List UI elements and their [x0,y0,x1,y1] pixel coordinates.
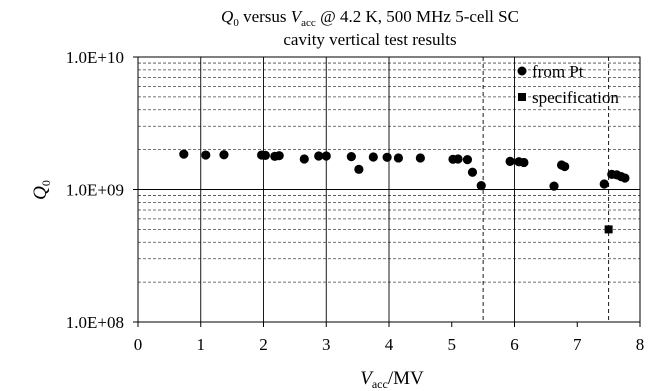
data-point-from-pt [476,181,486,191]
data-point-from-pt [393,153,404,163]
data-point-from-pt [346,152,356,162]
x-tick-label: 0 [134,335,143,354]
y-tick-label: 1.0E+10 [66,48,124,67]
chart-title-line1: Q0 versus Vacc @ 4.2 K, 500 MHz 5-cell S… [221,7,519,29]
data-point-from-pt [620,173,630,183]
legend-label-specification: specification [532,88,619,107]
xlabel-symbol: V [360,368,374,389]
x-tick-label: 1 [197,335,206,354]
data-point-from-pt [453,154,463,164]
data-point-specification [604,225,613,234]
data-point-from-pt [519,157,529,168]
data-point-from-pt [274,151,284,161]
x-axis-ticks: 0 1 2 3 4 5 6 7 8 [134,322,645,354]
data-points [179,149,630,234]
y-tick-label: 1.0E+09 [66,181,124,200]
y-tick-label: 1.0E+08 [66,313,124,332]
title-q-symbol: Q [221,7,233,26]
ylabel-sub: 0 [39,180,53,186]
legend-marker-from-pt [517,66,527,76]
data-point-from-pt [299,154,309,164]
x-tick-label: 5 [448,335,457,354]
x-tick-label: 7 [573,335,582,354]
ylabel-symbol: Q [30,186,51,200]
data-point-from-pt [354,164,364,174]
data-point-from-pt [219,150,229,160]
title-rest: @ 4.2 K, 500 MHz 5-cell SC [316,7,519,26]
data-point-from-pt [382,152,392,162]
y-axis-ticks: 1.0E+08 1.0E+09 1.0E+10 [66,48,138,332]
legend-marker-specification [518,93,526,101]
data-point-from-pt [599,179,609,189]
x-tick-label: 4 [385,335,394,354]
x-tick-label: 8 [636,335,645,354]
legend: from Pt specification [517,62,619,107]
x-tick-label: 2 [259,335,268,354]
title-q-sub: 0 [233,17,239,29]
data-point-from-pt [467,167,478,177]
data-point-from-pt [368,152,378,162]
chart-title-line2: cavity vertical test results [283,30,456,49]
data-point-from-pt [260,150,270,160]
legend-label-from-pt: from Pt [532,62,584,81]
data-point-from-pt [415,153,425,163]
x-tick-label: 3 [322,335,331,354]
title-v-symbol: V [291,7,304,26]
data-point-from-pt [314,151,324,161]
data-point-from-pt [179,149,189,159]
data-point-from-pt [549,181,559,191]
data-point-from-pt [560,161,570,172]
title-mid: versus [239,7,291,26]
data-point-from-pt [201,150,211,160]
y-axis-label: Q0 [30,180,53,200]
data-point-from-pt [321,151,331,161]
x-tick-label: 6 [510,335,519,354]
xlabel-unit: /MV [388,368,424,389]
data-point-from-pt [462,155,473,165]
title-v-sub: acc [301,17,316,29]
x-axis-label: Vacc/MV [360,368,424,391]
data-point-from-pt [505,156,515,166]
xlabel-sub: acc [372,377,388,391]
